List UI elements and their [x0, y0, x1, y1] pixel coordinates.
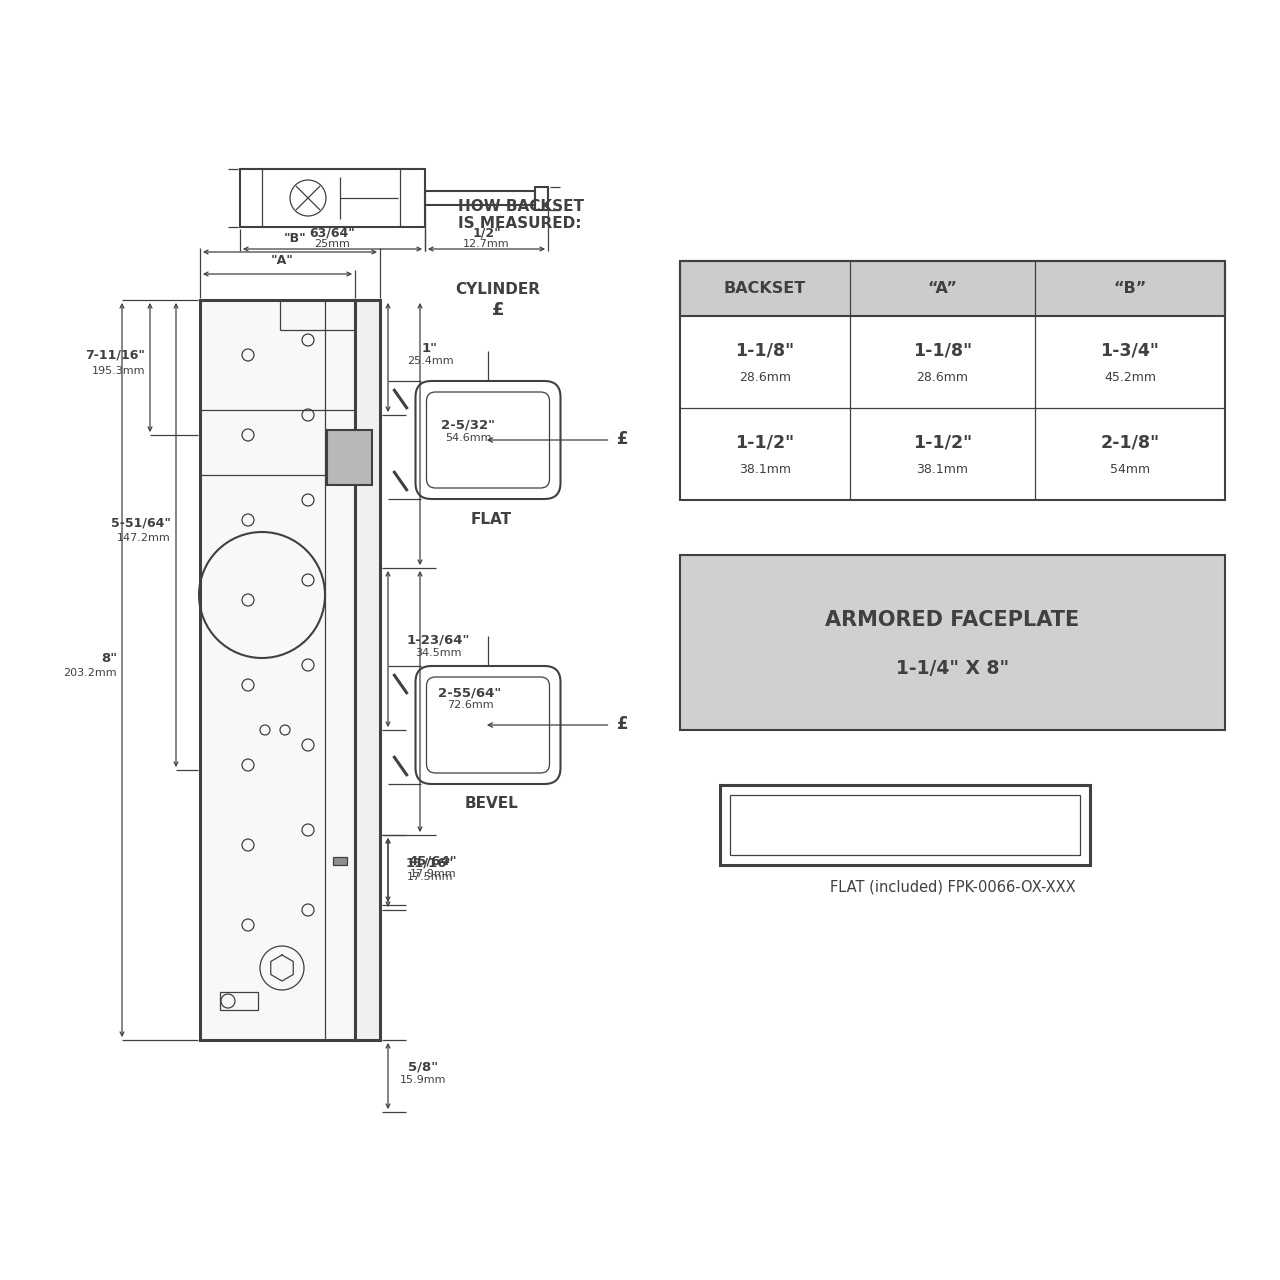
Text: 11/16": 11/16": [406, 858, 454, 870]
Text: 17.9mm: 17.9mm: [410, 869, 456, 879]
Text: 5/8": 5/8": [408, 1061, 438, 1074]
Text: FLAT (included) FPK-0066-OX-XXX: FLAT (included) FPK-0066-OX-XXX: [829, 879, 1075, 895]
Text: 38.1mm: 38.1mm: [916, 463, 969, 476]
Bar: [730, 795, 1080, 855]
Bar: [326, 430, 372, 485]
Text: 1-1/4" X 8": 1-1/4" X 8": [896, 659, 1009, 678]
Text: 25.4mm: 25.4mm: [407, 357, 453, 366]
Text: HOW BACKSET
IS MEASURED:: HOW BACKSET IS MEASURED:: [458, 198, 584, 232]
Bar: [680, 556, 1225, 730]
Text: 15.9mm: 15.9mm: [399, 1075, 447, 1085]
Text: £: £: [617, 430, 628, 448]
Text: 147.2mm: 147.2mm: [118, 532, 172, 543]
Text: “B”: “B”: [1114, 282, 1147, 296]
Text: 2-1/8": 2-1/8": [1101, 433, 1160, 451]
Text: 12.7mm: 12.7mm: [463, 239, 509, 250]
Bar: [200, 300, 355, 1039]
Text: 2-5/32": 2-5/32": [442, 419, 495, 431]
Text: £: £: [492, 301, 504, 319]
Bar: [719, 785, 1091, 865]
Text: 38.1mm: 38.1mm: [739, 463, 791, 476]
Text: 7-11/16": 7-11/16": [84, 349, 145, 362]
Text: BEVEL: BEVEL: [465, 796, 518, 812]
Text: "B": "B": [284, 232, 306, 244]
Bar: [680, 261, 1225, 316]
Text: 203.2mm: 203.2mm: [64, 668, 116, 678]
Text: 28.6mm: 28.6mm: [739, 371, 791, 384]
Text: 17.5mm: 17.5mm: [407, 872, 453, 882]
Text: BACKSET: BACKSET: [724, 282, 806, 296]
Text: 1-3/4": 1-3/4": [1101, 340, 1160, 358]
Text: 28.6mm: 28.6mm: [916, 371, 969, 384]
Text: 1-23/64": 1-23/64": [406, 634, 470, 646]
Text: 72.6mm: 72.6mm: [447, 700, 493, 710]
Text: 63/64": 63/64": [310, 227, 356, 239]
Text: CYLINDER: CYLINDER: [456, 283, 540, 297]
Text: 1": 1": [422, 342, 438, 355]
Bar: [355, 300, 380, 1039]
Text: 1/2": 1/2": [472, 227, 500, 239]
Bar: [680, 261, 1225, 500]
Text: 45/64": 45/64": [408, 855, 457, 868]
Bar: [535, 187, 548, 210]
Text: ARMORED FACEPLATE: ARMORED FACEPLATE: [826, 609, 1079, 630]
Text: 1-1/2": 1-1/2": [736, 433, 795, 451]
Text: 25mm: 25mm: [315, 239, 351, 250]
Text: FLAT: FLAT: [471, 512, 512, 526]
Text: 54mm: 54mm: [1110, 463, 1149, 476]
Text: 1-1/2": 1-1/2": [913, 433, 972, 451]
Text: 1-1/8": 1-1/8": [736, 340, 795, 358]
Text: 8": 8": [101, 652, 116, 664]
Text: 5-51/64": 5-51/64": [111, 517, 172, 530]
Text: 45.2mm: 45.2mm: [1103, 371, 1156, 384]
Text: £: £: [617, 716, 628, 733]
Bar: [220, 992, 259, 1010]
Bar: [241, 169, 425, 227]
Text: “A”: “A”: [928, 282, 957, 296]
Text: 1-1/8": 1-1/8": [913, 340, 972, 358]
Text: 34.5mm: 34.5mm: [415, 648, 461, 658]
Text: 195.3mm: 195.3mm: [91, 366, 145, 375]
Bar: [425, 191, 535, 205]
Text: 2-55/64": 2-55/64": [438, 686, 502, 699]
Text: 54.6mm: 54.6mm: [444, 433, 492, 443]
Bar: [333, 858, 347, 865]
Text: "A": "A": [271, 253, 294, 266]
